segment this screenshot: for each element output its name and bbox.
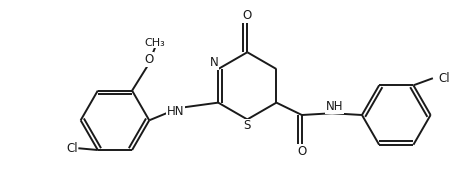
Text: Cl: Cl [66,142,78,155]
Text: O: O [144,53,154,66]
Text: CH₃: CH₃ [145,38,166,48]
Text: Cl: Cl [438,72,450,85]
Text: NH: NH [326,100,344,113]
Text: S: S [244,120,251,133]
Text: O: O [243,9,252,22]
Text: HN: HN [167,105,184,118]
Text: N: N [210,56,219,69]
Text: O: O [297,145,307,158]
